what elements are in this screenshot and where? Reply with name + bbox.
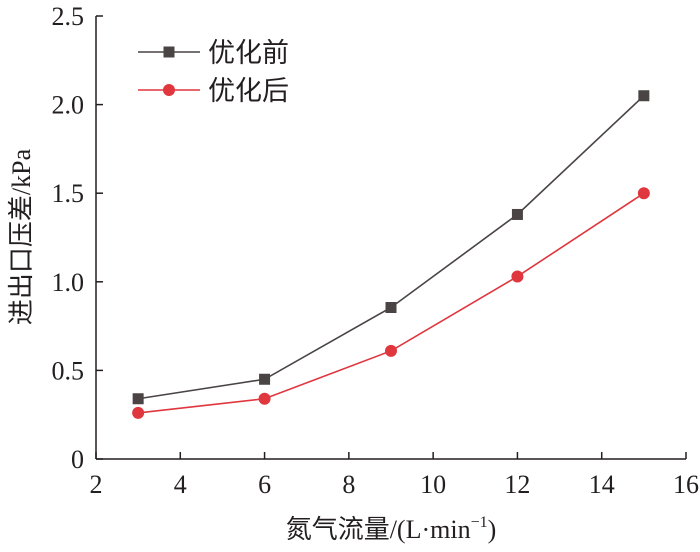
data-point bbox=[511, 208, 523, 220]
x-tick-label: 16 bbox=[673, 470, 699, 499]
y-tick-label: 0.5 bbox=[52, 356, 85, 385]
x-axis-title-suffix: ) bbox=[488, 515, 497, 544]
series-2 bbox=[132, 187, 650, 419]
x-tick-label: 2 bbox=[90, 470, 103, 499]
x-ticks: 2 4 6 8 10 12 14 16 bbox=[90, 452, 699, 499]
data-point bbox=[638, 90, 650, 102]
x-tick-label: 12 bbox=[504, 470, 530, 499]
y-axis-title: 进出口压差/kPa bbox=[7, 148, 36, 325]
y-tick-label: 2.0 bbox=[52, 91, 85, 120]
legend-label: 优化前 bbox=[208, 38, 289, 69]
data-point bbox=[637, 187, 650, 200]
legend-marker bbox=[163, 46, 175, 58]
y-tick-label: 1.0 bbox=[52, 268, 85, 297]
data-point bbox=[132, 406, 145, 419]
legend-item: 优化后 bbox=[138, 76, 289, 107]
series-1 bbox=[132, 90, 650, 405]
data-point bbox=[258, 392, 271, 405]
x-axis-title-superscript: −1 bbox=[471, 514, 488, 531]
data-point bbox=[132, 393, 144, 405]
legend-marker bbox=[163, 84, 175, 96]
x-tick-label: 6 bbox=[258, 470, 271, 499]
x-axis-title: 氮气流量/(L·min−1) bbox=[286, 514, 497, 544]
x-tick-label: 14 bbox=[589, 470, 615, 499]
legend-label: 优化后 bbox=[208, 76, 289, 107]
y-tick-label: 2.5 bbox=[52, 2, 85, 31]
data-point bbox=[385, 344, 397, 357]
plot-area: 2 4 6 8 10 12 14 16 0 0.5 1.0 1.5 2.0 2.5 bbox=[52, 2, 700, 499]
x-tick-label: 4 bbox=[174, 470, 187, 499]
series-layer bbox=[132, 90, 650, 419]
y-tick-label: 1.5 bbox=[52, 179, 85, 208]
y-tick-label: 0 bbox=[71, 445, 84, 474]
x-tick-label: 10 bbox=[420, 470, 446, 499]
data-point bbox=[511, 270, 524, 283]
x-axis-title-main: 氮气流量/(L·min bbox=[286, 515, 471, 544]
data-point bbox=[259, 373, 271, 385]
x-tick-label: 8 bbox=[342, 470, 355, 499]
data-point bbox=[385, 301, 397, 313]
legend-item: 优化前 bbox=[138, 38, 289, 69]
y-ticks: 0 0.5 1.0 1.5 2.0 2.5 bbox=[52, 2, 103, 474]
